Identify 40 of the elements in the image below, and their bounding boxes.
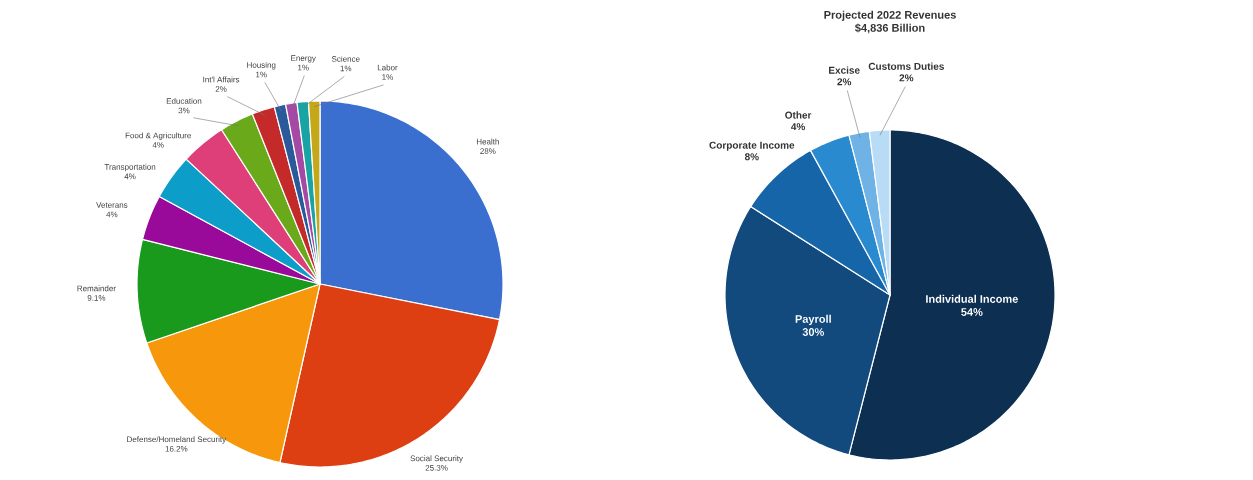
slice-label: Defense/Homeland Security [127, 436, 227, 444]
data-label: 2% [215, 86, 227, 92]
slice-label: Corporate Income [709, 141, 795, 151]
slice-label: Housing [247, 62, 276, 70]
data-label: 1% [382, 74, 393, 80]
slice-label: Food & Agriculture [125, 132, 191, 140]
slice-label: Int'l Affairs [203, 76, 240, 83]
slice-label: Energy [291, 55, 316, 63]
data-label: 4% [152, 142, 164, 148]
slice-label: Veterans [96, 202, 128, 208]
data-label: 16.2% [165, 445, 188, 452]
slice-label: Science [331, 55, 360, 62]
data-label: 2% [899, 74, 914, 82]
chart-title: Projected 2022 Revenues [824, 10, 956, 21]
data-label: 1% [298, 64, 309, 71]
data-label: 30% [802, 328, 825, 336]
slice-label: Health [476, 138, 499, 145]
slice-label: Individual Income [926, 294, 1018, 303]
slice-label: Remainder [77, 285, 116, 292]
slice-label: Other [785, 111, 812, 119]
slice-label: Transportation [104, 163, 156, 172]
data-label: 4% [106, 211, 118, 218]
data-label: 4% [124, 173, 136, 180]
slice-label: Excise [829, 66, 860, 74]
data-label: 28% [480, 148, 496, 154]
slice-label: Social Security [410, 455, 463, 463]
chart-subtitle: $4,836 Billion [855, 23, 925, 34]
data-label: 1% [256, 71, 267, 78]
slice-label: Education [166, 97, 202, 104]
data-label: 3% [178, 107, 190, 114]
data-label: 9.1% [87, 295, 106, 301]
data-label: 25.3% [425, 465, 448, 471]
data-label: 4% [791, 123, 806, 131]
data-label: 54% [961, 308, 983, 316]
slice-label: Payroll [795, 314, 831, 326]
slice-label: Customs Duties [868, 62, 944, 70]
data-label: 1% [340, 65, 352, 72]
data-label: 8% [744, 153, 759, 161]
data-label: 2% [837, 78, 852, 86]
slice-label: Labor [377, 64, 398, 71]
